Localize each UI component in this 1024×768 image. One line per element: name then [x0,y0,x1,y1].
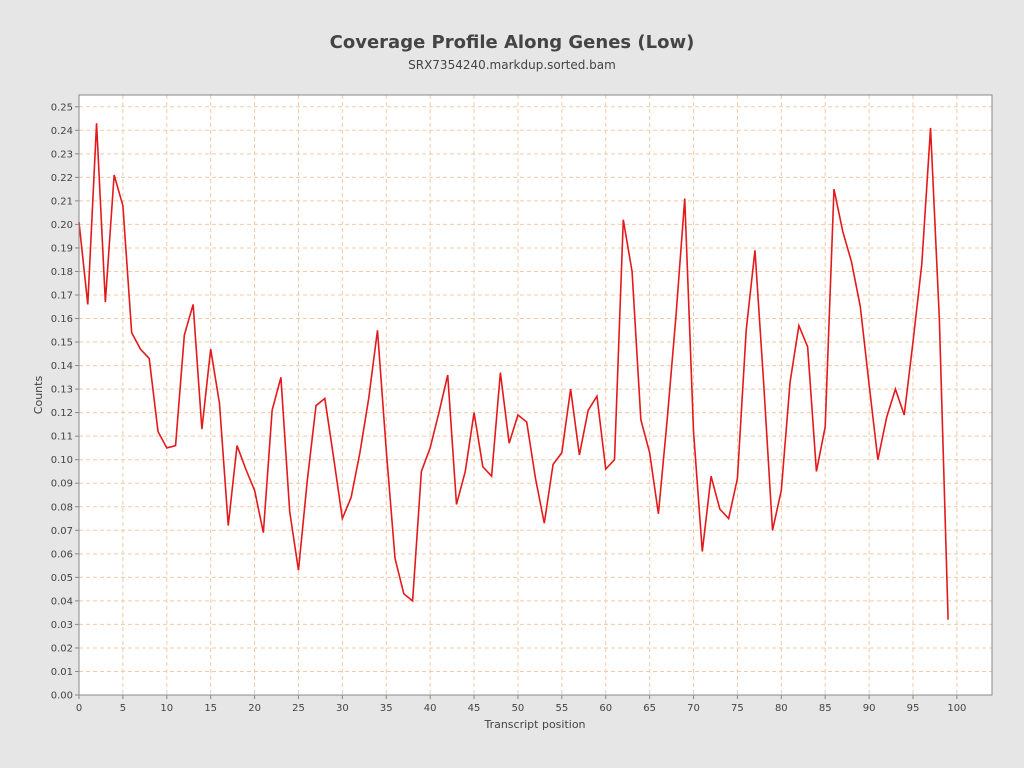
y-tick-label: 0.19 [51,243,73,254]
y-axis-label: Counts [32,376,45,415]
plot-border [78,94,993,696]
x-tick-label: 90 [863,703,876,714]
y-tick-label: 0.21 [51,196,73,207]
y-tick-label: 0.08 [51,502,73,513]
y-tick-label: 0.07 [51,526,73,537]
y-tick-label: 0.03 [51,620,73,631]
y-tick-label: 0.24 [51,126,73,137]
x-tick-label: 95 [907,703,920,714]
y-tick-label: 0.05 [51,573,73,584]
y-tick-label: 0.16 [51,314,73,325]
y-tick-label: 0.06 [51,549,73,560]
x-tick-label: 70 [687,703,700,714]
y-tick-label: 0.01 [51,667,73,678]
x-tick-label: 0 [76,703,82,714]
x-tick-label: 65 [643,703,656,714]
x-axis-label: Transcript position [483,718,585,731]
axes: 0.00 0.01 0.02 0.03 0.04 0.05 0.06 0.07 0.08 0.09… [51,102,967,714]
x-tick-label: 55 [555,703,568,714]
y-tick-label: 0.09 [51,479,73,490]
y-tick-label: 0.00 [51,691,73,702]
y-tick-label: 0.18 [51,267,73,278]
x-tick-label: 80 [775,703,788,714]
y-tick-label: 0.02 [51,643,73,654]
x-tick-label: 85 [819,703,832,714]
x-tick-label: 15 [204,703,217,714]
y-tick-label: 0.04 [51,596,73,607]
y-tick-label: 0.14 [51,361,73,372]
y-tick-label: 0.23 [51,149,73,160]
x-tick-label: 10 [160,703,173,714]
x-tick-label: 35 [380,703,393,714]
y-tick-label: 0.22 [51,173,73,184]
x-tick-label: 45 [468,703,481,714]
y-tick-label: 0.20 [51,220,73,231]
series-line-0 [78,123,949,620]
x-tick-label: 50 [512,703,525,714]
x-tick-label: 60 [599,703,612,714]
y-tick-label: 0.13 [51,385,73,396]
series-group [78,123,949,620]
y-tick-label: 0.10 [51,455,73,466]
y-tick-label: 0.12 [51,408,73,419]
x-tick-label: 75 [731,703,744,714]
x-tick-label: 100 [947,703,966,714]
grid [78,95,992,696]
y-tick-label: 0.25 [51,102,73,113]
x-tick-label: 5 [120,703,126,714]
chart-title: Coverage Profile Along Genes (Low) [330,32,695,53]
x-tick-label: 20 [248,703,261,714]
plot-area [79,95,992,695]
x-tick-label: 30 [336,703,349,714]
x-tick-label: 40 [424,703,437,714]
y-tick-label: 0.11 [51,432,73,443]
x-tick-label: 25 [292,703,305,714]
y-tick-label: 0.17 [51,291,73,302]
y-tick-label: 0.15 [51,338,73,349]
chart-subtitle: SRX7354240.markdup.sorted.bam [408,58,616,72]
